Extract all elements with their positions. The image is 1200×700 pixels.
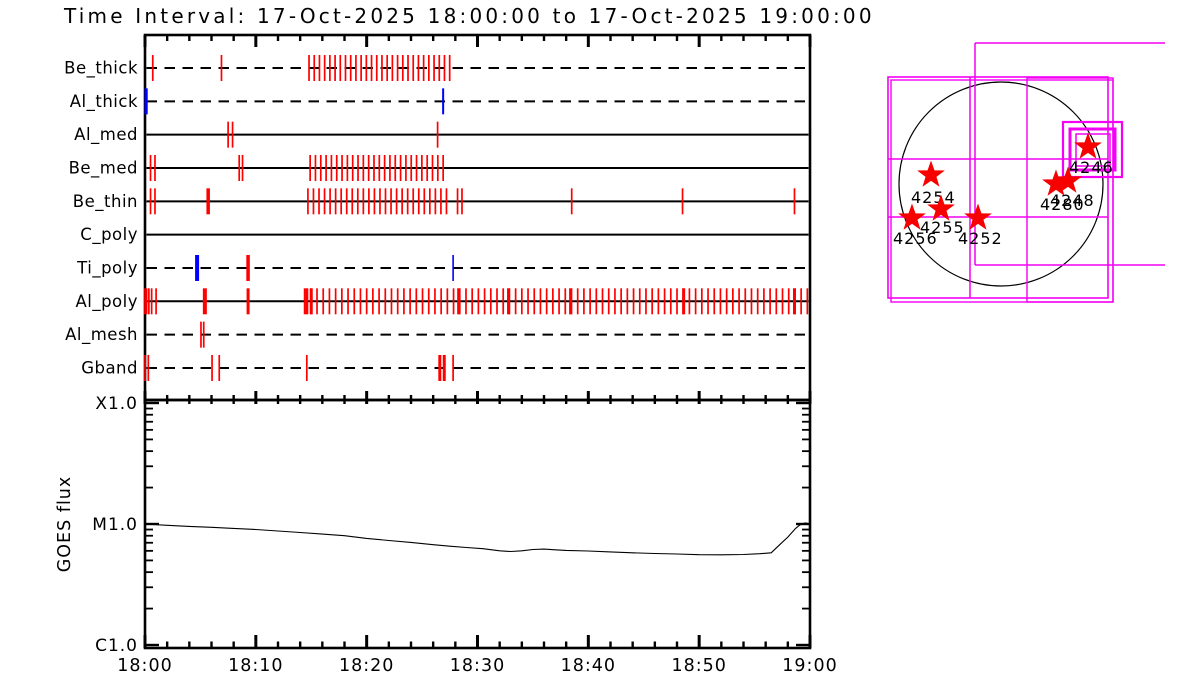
row-label-Be_thin: Be_thin (73, 192, 138, 212)
row-label-Be_thick: Be_thick (64, 59, 138, 79)
row-label-Al_med: Al_med (74, 125, 138, 145)
timeline-row-Al_med: Al_med (74, 121, 809, 148)
goes-x-label-18:30: 18:30 (450, 656, 505, 676)
active-region-star (898, 203, 926, 230)
active-region-label: 4256 (893, 229, 938, 248)
timeline-row-Be_thin: Be_thin (73, 188, 809, 215)
active-region-label: 4252 (958, 229, 1003, 248)
fov-box (1061, 120, 1124, 179)
goes-x-label-19:00: 19:00 (782, 656, 837, 676)
active-region-star (927, 194, 955, 221)
goes-flux-curve (144, 522, 811, 556)
active-region-4254: 4254 (911, 160, 956, 207)
timeline-row-Al_poly: Al_poly (75, 288, 809, 315)
active-region-star (1074, 132, 1102, 159)
active-region-star (1054, 166, 1082, 193)
active-region-label: 4280 (1040, 195, 1085, 214)
goes-x-label-18:20: 18:20 (339, 656, 394, 676)
goes-y-label-C1.0: C1.0 (95, 636, 138, 656)
active-region-star (964, 203, 992, 230)
timeline-row-Al_mesh: Al_mesh (65, 321, 809, 348)
page-title: Time Interval: 17-Oct-2025 18:00:00 to 1… (64, 4, 875, 28)
solar-disk (898, 81, 1104, 287)
active-region-4248: 4248 (1050, 166, 1095, 210)
goes-y-label-X1.0: X1.0 (95, 394, 138, 414)
goes-x-label-18:00: 18:00 (117, 656, 172, 676)
active-region-4252: 4252 (958, 203, 1003, 248)
active-region-label: 4255 (920, 218, 965, 237)
active-region-4256: 4256 (893, 203, 938, 248)
filter-timeline-panel: Be_thick Al_thick Al_med Be_med Be_thin C_pol… (64, 33, 812, 404)
fov-box (1026, 77, 1114, 303)
goes-y-label-M1.0: M1.0 (92, 515, 138, 535)
row-label-Al_poly: Al_poly (75, 292, 138, 312)
timeline-row-Gband: Gband (81, 354, 809, 381)
timeline-row-Ti_poly: Ti_poly (76, 254, 809, 281)
active-region-label: 4254 (911, 188, 956, 207)
row-label-Al_thick: Al_thick (70, 92, 138, 112)
active-region-4246: 4246 (1069, 132, 1114, 177)
row-label-Al_mesh: Al_mesh (65, 325, 138, 345)
timeline-row-Be_med: Be_med (69, 154, 809, 181)
goes-flux-panel: X1.0 M1.0 C1.018:00 18:10 18:20 18:30 18:40 18:… (55, 394, 837, 676)
active-region-4255: 4255 (920, 194, 965, 237)
goes-axis-title: GOES flux (55, 476, 75, 573)
fov-box (887, 76, 1109, 299)
goes-x-label-18:40: 18:40 (561, 656, 616, 676)
row-label-C_poly: C_poly (80, 225, 138, 245)
goes-x-label-18:10: 18:10 (228, 656, 283, 676)
active-region-label: 4246 (1069, 158, 1114, 177)
timeline-row-Al_thick: Al_thick (70, 88, 809, 115)
active-region-star (917, 160, 945, 187)
row-label-Ti_poly: Ti_poly (76, 258, 138, 278)
active-region-label: 4248 (1050, 191, 1095, 210)
fov-box (1068, 127, 1117, 172)
timeline-row-Be_thick: Be_thick (64, 55, 809, 81)
goes-x-label-18:50: 18:50 (671, 656, 726, 676)
row-label-Gband: Gband (81, 358, 138, 377)
fov-box (1075, 133, 1111, 167)
row-label-Be_med: Be_med (69, 158, 138, 178)
timeline-row-C_poly: C_poly (80, 225, 809, 245)
